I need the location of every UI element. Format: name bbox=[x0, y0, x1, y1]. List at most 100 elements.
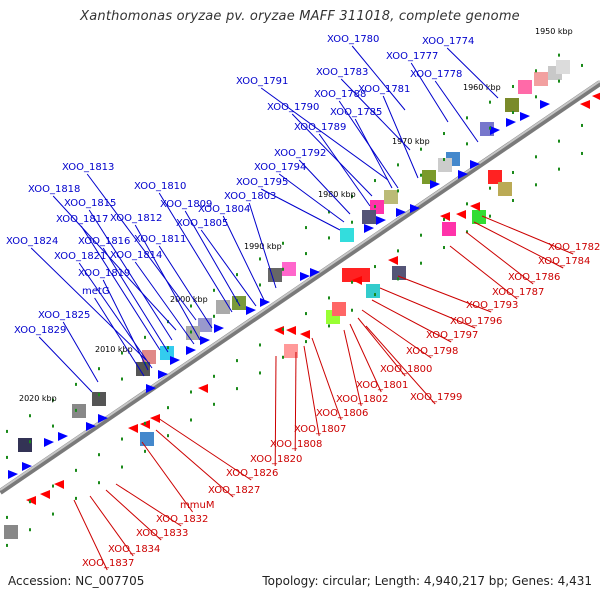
leader-line bbox=[311, 337, 342, 421]
tick-mark bbox=[282, 327, 284, 331]
leader-line bbox=[184, 210, 241, 307]
gene-block bbox=[488, 170, 502, 184]
gene-arrow-reverse bbox=[274, 326, 284, 335]
tick-mark bbox=[558, 53, 560, 57]
tick-mark bbox=[512, 110, 514, 114]
tick-mark bbox=[374, 293, 376, 297]
tick-mark bbox=[420, 147, 422, 151]
gene-label: XOO_1804 bbox=[198, 204, 250, 215]
gene-arrow-forward bbox=[170, 356, 180, 365]
tick-mark bbox=[581, 151, 583, 155]
gene-arrow-forward bbox=[430, 180, 440, 189]
tick-mark bbox=[121, 377, 123, 381]
gene-block bbox=[534, 72, 548, 86]
tick-mark bbox=[29, 500, 31, 504]
tick-mark bbox=[420, 173, 422, 177]
gene-block bbox=[422, 170, 436, 184]
tick-mark bbox=[581, 123, 583, 127]
leader-line bbox=[80, 225, 161, 351]
leader-line bbox=[158, 192, 233, 313]
scale-label: 1970 kbp bbox=[392, 137, 430, 146]
tick-mark bbox=[512, 170, 514, 174]
leader-line bbox=[303, 345, 320, 437]
leader-line bbox=[481, 215, 574, 255]
tick-mark bbox=[282, 241, 284, 245]
gene-arrow-forward bbox=[146, 384, 156, 393]
gene-block bbox=[282, 262, 296, 276]
gene-arrow-forward bbox=[214, 324, 224, 333]
gene-block bbox=[268, 268, 282, 282]
leader-line bbox=[397, 275, 492, 313]
tick-mark bbox=[443, 218, 445, 222]
tick-mark bbox=[167, 346, 169, 350]
leader-line bbox=[318, 133, 371, 207]
leader-line bbox=[200, 229, 257, 307]
gene-arrow-reverse bbox=[388, 256, 398, 265]
gene-block bbox=[498, 182, 512, 196]
tick-mark bbox=[351, 220, 353, 224]
gene-label: XOO_1781 bbox=[358, 84, 410, 95]
gene-arrow-reverse bbox=[128, 424, 138, 433]
accession-text: Accession: NC_007705 bbox=[8, 574, 145, 588]
leader-line bbox=[134, 261, 195, 345]
gene-arrow-forward bbox=[98, 414, 108, 423]
tick-mark bbox=[52, 398, 54, 402]
gene-label: XOO_1817 bbox=[56, 214, 108, 225]
tick-mark bbox=[190, 304, 192, 308]
tick-mark bbox=[351, 194, 353, 198]
gene-label: XOO_1824 bbox=[6, 236, 58, 247]
scale-label: 1960 kbp bbox=[463, 83, 501, 92]
leader-line bbox=[365, 325, 436, 405]
gene-arrow-forward bbox=[364, 224, 374, 233]
gene-label: mmuM bbox=[180, 500, 214, 511]
leader-line bbox=[157, 417, 252, 481]
gene-label: XOO_1810 bbox=[134, 181, 186, 192]
gene-label: XOO_1809 bbox=[160, 199, 212, 210]
tick-mark bbox=[52, 512, 54, 516]
leader-line bbox=[298, 159, 351, 215]
tick-mark bbox=[489, 126, 491, 130]
tick-mark bbox=[213, 402, 215, 406]
tick-mark bbox=[282, 355, 284, 359]
scale-label: 1980 kbp bbox=[318, 190, 356, 199]
tick-mark bbox=[558, 167, 560, 171]
gene-labels: XOO_1780 XOO_1774 XOO_1777 XOO_1783 XOO_1778… bbox=[6, 34, 600, 569]
gene-arrow-forward bbox=[396, 208, 406, 217]
gene-arrow-forward bbox=[310, 268, 320, 277]
gene-label: XOO_1812 bbox=[110, 213, 162, 224]
gene-label: XOO_1800 bbox=[380, 364, 432, 375]
gene-arrow-forward bbox=[58, 432, 68, 441]
gene-label: XOO_1829 bbox=[14, 325, 66, 336]
tick-mark bbox=[6, 455, 8, 459]
gene-label: XOO_1832 bbox=[156, 514, 208, 525]
tick-mark bbox=[420, 261, 422, 265]
leader-line bbox=[102, 247, 169, 353]
gene-block bbox=[92, 392, 106, 406]
gene-label: XOO_1777 bbox=[386, 51, 438, 62]
gene-block bbox=[384, 190, 398, 204]
gene-tracks bbox=[4, 60, 600, 539]
gene-label: XOO_1807 bbox=[294, 424, 346, 435]
tick-mark bbox=[558, 79, 560, 83]
leader-line bbox=[379, 287, 476, 329]
label-leader-lines bbox=[30, 45, 574, 571]
gene-arrow-forward bbox=[300, 272, 310, 281]
tick-mark bbox=[259, 371, 261, 375]
gene-label: XOO_1778 bbox=[410, 69, 462, 80]
gene-block bbox=[438, 158, 452, 172]
gene-label: XOO_1785 bbox=[330, 107, 382, 118]
gene-label: XOO_1818 bbox=[28, 184, 80, 195]
scale-label: 2020 kbp bbox=[19, 394, 57, 403]
tick-mark bbox=[535, 155, 537, 159]
tick-mark bbox=[213, 288, 215, 292]
tick-mark bbox=[75, 408, 77, 412]
gene-block bbox=[216, 300, 230, 314]
leader-line bbox=[105, 489, 162, 541]
tick-mark bbox=[558, 139, 560, 143]
gene-block bbox=[366, 284, 380, 298]
tick-mark bbox=[466, 142, 468, 146]
tick-mark bbox=[581, 63, 583, 67]
gene-label: XOO_1791 bbox=[236, 76, 288, 87]
gene-label: XOO_1802 bbox=[336, 394, 388, 405]
gene-arrow-reverse bbox=[54, 480, 64, 489]
